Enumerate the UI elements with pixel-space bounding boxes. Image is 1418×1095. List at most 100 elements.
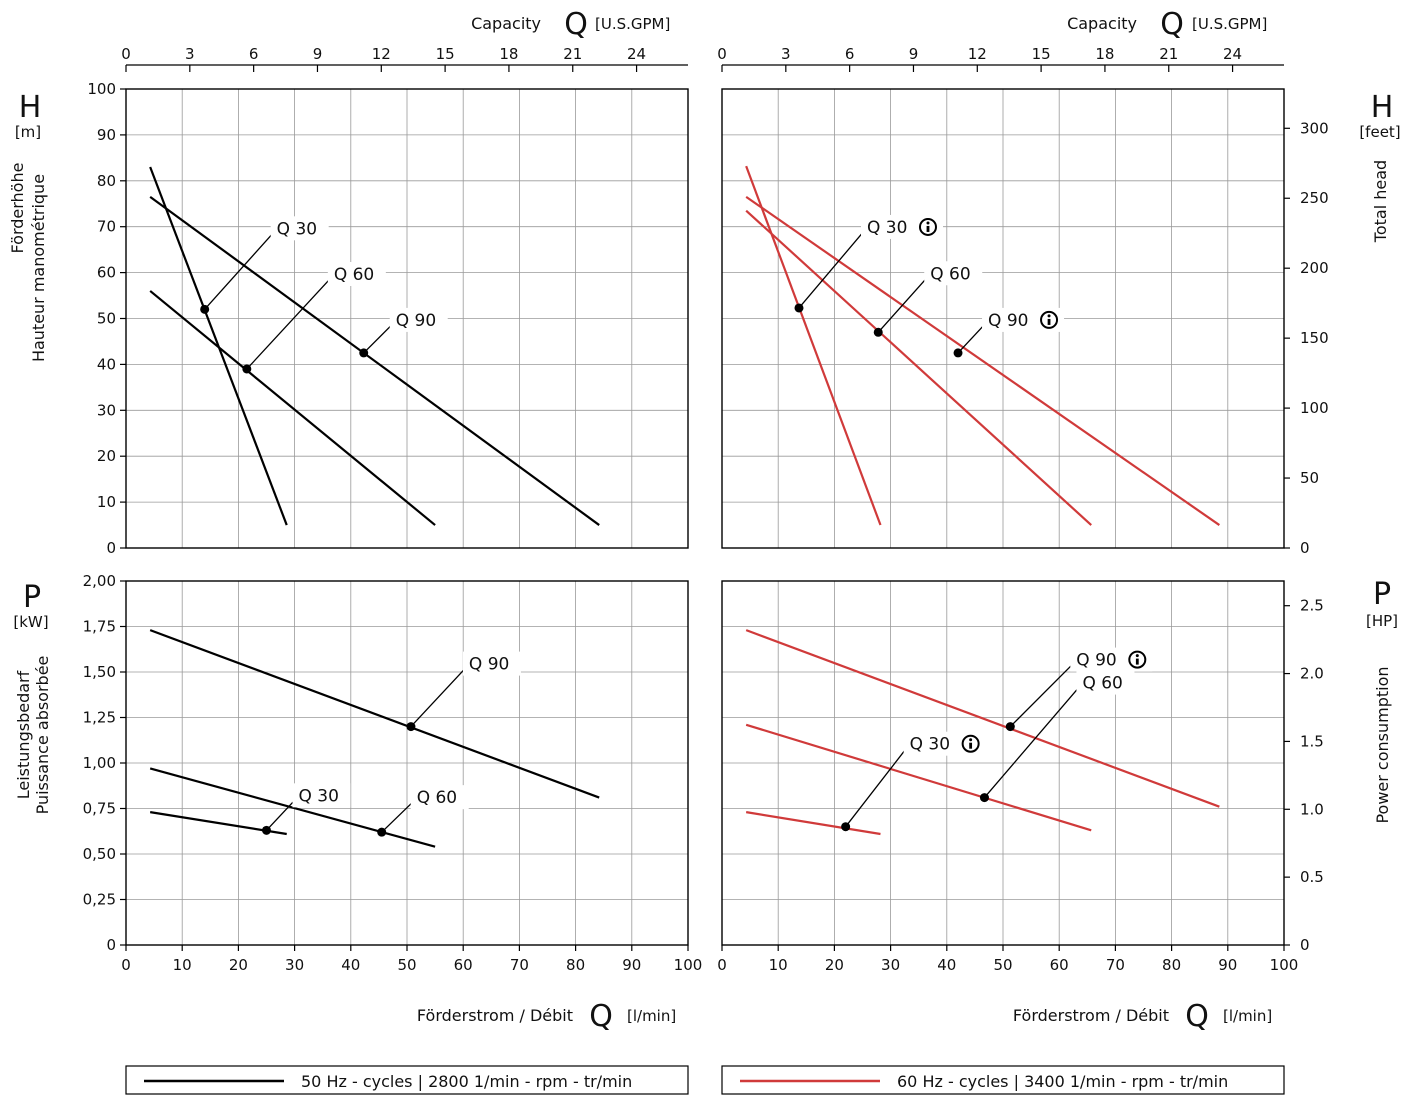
head-right-symbol: H — [1371, 90, 1394, 125]
head-right-unit: [feet] — [1359, 123, 1400, 141]
power-60hz-curve-q90 — [745, 629, 1220, 808]
top-capacity-right-symbol: Q — [1160, 7, 1184, 42]
head-left-label-de: Förderhöhe — [8, 163, 27, 254]
power-60hz-marker-q90 — [1005, 722, 1015, 732]
power-50hz-leader-q30 — [266, 797, 297, 831]
head-50hz-leader-q30 — [204, 230, 276, 310]
power-50hz-curve-q60 — [149, 767, 436, 848]
bottom-flow-left-symbol: Q — [589, 999, 613, 1034]
bottom-tick-label-left: 80 — [566, 956, 585, 974]
power-60hz-info-icon-dot-q90 — [1135, 654, 1139, 658]
bottom-flow-left-unit: [l/min] — [627, 1007, 676, 1025]
legend-50hz: 50 Hz - cycles | 2800 1/min - rpm - tr/m… — [125, 1065, 689, 1095]
head-left-tick-label: 90 — [97, 126, 116, 144]
legend-60hz-label: 60 Hz - cycles | 3400 1/min - rpm - tr/m… — [897, 1072, 1228, 1091]
top-tick-label-right: 6 — [845, 45, 855, 63]
bottom-tick-label-right: 100 — [1270, 956, 1299, 974]
head-60hz-label-q60: Q 60 — [930, 264, 970, 284]
head-50hz-leader-q90 — [363, 322, 395, 354]
head-left-label-fr: Hauteur manométrique — [29, 174, 48, 362]
top-tick-label-right: 3 — [781, 45, 791, 63]
head-left-tick-label: 70 — [97, 218, 116, 236]
top-tick-label-right: 9 — [909, 45, 919, 63]
head-left-tick-label: 40 — [97, 355, 116, 373]
head-right-tick-label: 100 — [1300, 399, 1329, 417]
head-50hz-label-q90: Q 90 — [396, 311, 436, 331]
head-50hz-marker-q60 — [242, 364, 252, 374]
top-tick-label-left: 18 — [499, 45, 518, 63]
head-60hz-leader-q60 — [877, 275, 929, 333]
top-tick-label-right: 15 — [1032, 45, 1051, 63]
bottom-tick-label-left: 0 — [121, 956, 131, 974]
power-50hz-label-bg-q90 — [462, 651, 521, 676]
head-60hz-leader-q90 — [957, 322, 987, 354]
power-50hz-label-bg-q60 — [410, 785, 469, 810]
bottom-flow-right-symbol: Q — [1185, 999, 1209, 1034]
power-60hz-info-icon-stem-q90 — [1135, 658, 1139, 665]
head-50hz-curve-q90 — [149, 195, 600, 526]
power-left-tick-label: 1,00 — [83, 754, 116, 772]
power-left-unit: [kW] — [13, 613, 48, 631]
head-50hz-curve-q60 — [149, 290, 436, 526]
head-60hz-curve-q30 — [745, 165, 882, 526]
head-left-tick-label: 30 — [97, 401, 116, 419]
head-left-symbol: H — [19, 90, 42, 125]
power-left-tick-label: 2,00 — [83, 572, 116, 590]
power-left-tick-label: 0,25 — [83, 891, 116, 909]
power-right-symbol: P — [1373, 577, 1391, 612]
head-right-tick-label: 300 — [1300, 119, 1329, 137]
head-60hz-marker-q60 — [873, 327, 883, 337]
top-capacity-right-prefix: Capacity — [1067, 14, 1137, 33]
power-left-tick-label: 1,25 — [83, 709, 116, 727]
head-60hz-label-bg-q60 — [924, 261, 983, 286]
head-left-unit: [m] — [15, 123, 41, 141]
power-60hz-marker-q60 — [979, 793, 989, 803]
bottom-tick-label-right: 40 — [937, 956, 956, 974]
head-right-label: Total head — [1371, 160, 1390, 243]
head-60hz-label-q30: Q 30 — [867, 218, 907, 238]
power-60hz-leader-q90 — [1009, 662, 1075, 728]
power-60hz-leader-q60 — [983, 685, 1081, 799]
bottom-tick-label-right: 10 — [769, 956, 788, 974]
head-left-tick-label: 20 — [97, 447, 116, 465]
power-50hz-leader-q90 — [410, 666, 468, 728]
power-right-tick-label: 1.0 — [1300, 800, 1324, 818]
bottom-tick-label-left: 70 — [510, 956, 529, 974]
head-50hz-label-q60: Q 60 — [334, 265, 374, 285]
head-left-tick-label: 100 — [87, 80, 116, 98]
power-right-tick-label: 0 — [1300, 936, 1310, 954]
bottom-flow-right-prefix: Förderstrom / Débit — [1013, 1006, 1169, 1025]
power-60hz-label-q90: Q 90 — [1076, 651, 1116, 671]
power-left-tick-label: 1,75 — [83, 618, 116, 636]
bottom-tick-label-left: 50 — [397, 956, 416, 974]
head-50hz-label-q30: Q 30 — [277, 219, 317, 239]
power-left-tick-label: 0,75 — [83, 800, 116, 818]
power-50hz-label-bg-q30 — [292, 783, 351, 808]
top-tick-label-left: 6 — [249, 45, 259, 63]
head-left-tick-label: 50 — [97, 310, 116, 328]
head-50hz-label-bg-q30 — [270, 216, 329, 241]
top-capacity-left-prefix: Capacity — [471, 14, 541, 33]
bottom-tick-label-left: 30 — [285, 956, 304, 974]
bottom-tick-label-right: 80 — [1162, 956, 1181, 974]
bottom-tick-label-right: 20 — [825, 956, 844, 974]
power-right-tick-label: 2.5 — [1300, 597, 1324, 615]
head-60hz-leader-q30 — [798, 229, 866, 309]
head-50hz-leader-q60 — [246, 276, 333, 370]
head-right-tick-label: 250 — [1300, 189, 1329, 207]
head-60hz-info-icon-stem-q30 — [926, 225, 930, 232]
top-tick-label-left: 21 — [563, 45, 582, 63]
bottom-tick-label-right: 50 — [993, 956, 1012, 974]
head-50hz-label-bg-q60 — [327, 261, 386, 286]
top-tick-label-right: 12 — [968, 45, 987, 63]
power-50hz-marker-q30 — [262, 825, 271, 835]
bottom-tick-label-left: 20 — [229, 956, 248, 974]
power-60hz-curve-q30 — [745, 811, 881, 836]
top-tick-label-left: 15 — [436, 45, 455, 63]
power-right-tick-label: 2.0 — [1300, 665, 1324, 683]
legend-50hz-label: 50 Hz - cycles | 2800 1/min - rpm - tr/m… — [301, 1072, 632, 1091]
bottom-tick-label-right: 0 — [717, 956, 727, 974]
head-right-tick-label: 150 — [1300, 329, 1329, 347]
top-capacity-left-unit: [U.S.GPM] — [595, 15, 670, 33]
